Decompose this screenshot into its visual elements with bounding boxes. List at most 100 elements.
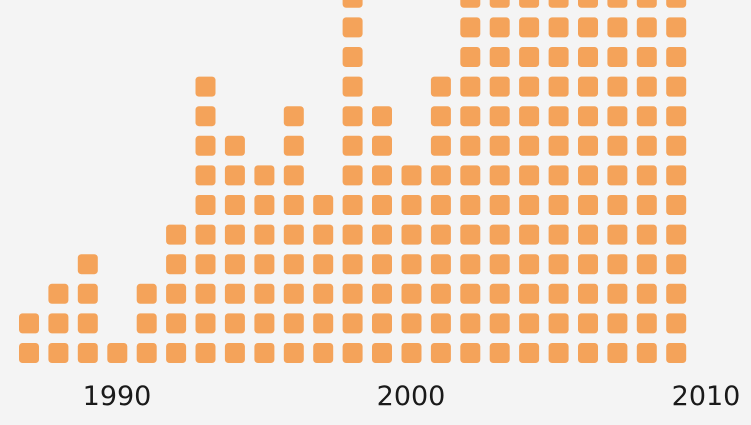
unit-square-2001-3 — [401, 283, 422, 304]
unit-square-2007-3 — [578, 283, 598, 304]
unit-square-2007-8 — [578, 135, 598, 156]
unit-square-2007-11 — [578, 47, 598, 67]
unit-square-2006-8 — [548, 135, 569, 156]
unit-square-2000-3 — [372, 283, 392, 304]
unit-square-2005-8 — [519, 135, 540, 156]
unit-square-2006-7 — [548, 165, 569, 186]
unit-square-2000-5 — [372, 224, 392, 245]
unit-square-2009-4 — [636, 254, 657, 275]
unit-square-1997-7 — [283, 165, 304, 186]
unit-square-2003-8 — [460, 135, 481, 156]
unit-square-2007-12 — [578, 17, 598, 38]
unit-square-1996-6 — [254, 195, 275, 215]
unit-square-2008-1 — [607, 343, 628, 363]
unit-square-2008-3 — [607, 283, 628, 304]
unit-square-2005-9 — [519, 106, 540, 127]
unit-square-2003-3 — [460, 283, 481, 304]
unit-square-1999-13 — [342, 0, 363, 8]
unit-square-2000-2 — [372, 313, 392, 334]
unit-square-1992-2 — [136, 313, 157, 334]
unit-square-2006-6 — [548, 195, 569, 215]
unit-square-2004-9 — [489, 106, 510, 127]
unit-square-1988-1 — [19, 343, 39, 363]
unit-square-1994-9 — [195, 106, 216, 127]
unit-square-2003-7 — [460, 165, 481, 186]
unit-square-2005-1 — [519, 343, 540, 363]
unit-square-1999-1 — [342, 343, 363, 363]
unit-square-1998-5 — [313, 224, 334, 245]
unit-square-2002-3 — [430, 283, 451, 304]
unit-square-2007-4 — [578, 254, 598, 275]
unit-square-1996-7 — [254, 165, 275, 186]
unit-square-2003-11 — [460, 47, 481, 67]
unit-square-2004-3 — [489, 283, 510, 304]
unit-square-2009-2 — [636, 313, 657, 334]
unit-square-2003-4 — [460, 254, 481, 275]
unit-square-2004-13 — [489, 0, 510, 8]
unit-square-2005-13 — [519, 0, 540, 8]
unit-square-2003-10 — [460, 76, 481, 97]
x-tick-label-2010: 2010 — [672, 381, 741, 412]
unit-square-2001-7 — [401, 165, 422, 186]
unit-square-1999-7 — [342, 165, 363, 186]
unit-square-2001-1 — [401, 343, 422, 363]
unit-square-1999-5 — [342, 224, 363, 245]
unit-square-2008-7 — [607, 165, 628, 186]
unit-square-2010-6 — [666, 195, 687, 215]
unit-square-1997-4 — [283, 254, 304, 275]
unit-square-2000-7 — [372, 165, 392, 186]
unit-square-1999-6 — [342, 195, 363, 215]
unit-square-1994-5 — [195, 224, 216, 245]
x-axis-ticks: 1990 2000 2010 — [83, 381, 741, 412]
unit-square-2000-8 — [372, 135, 392, 156]
unit-square-2006-9 — [548, 106, 569, 127]
unit-square-1996-5 — [254, 224, 275, 245]
unit-square-2010-12 — [666, 17, 687, 38]
unit-square-2007-13 — [578, 0, 598, 8]
unit-square-1990-1 — [77, 343, 98, 363]
unit-square-2001-6 — [401, 195, 422, 215]
unit-square-2005-5 — [519, 224, 540, 245]
unit-square-2007-6 — [578, 195, 598, 215]
unit-square-2010-7 — [666, 165, 687, 186]
unit-square-2004-2 — [489, 313, 510, 334]
unit-square-2005-3 — [519, 283, 540, 304]
unit-square-2010-9 — [666, 106, 687, 127]
unit-square-2004-5 — [489, 224, 510, 245]
unit-square-1995-1 — [224, 343, 245, 363]
unit-square-2000-6 — [372, 195, 392, 215]
unit-square-1995-6 — [224, 195, 245, 215]
unit-square-2002-6 — [430, 195, 451, 215]
unit-square-2008-12 — [607, 17, 628, 38]
unit-square-1996-1 — [254, 343, 275, 363]
unit-square-2010-13 — [666, 0, 687, 8]
unit-square-2009-7 — [636, 165, 657, 186]
unit-square-2009-8 — [636, 135, 657, 156]
unit-square-1998-2 — [313, 313, 334, 334]
unit-square-1995-7 — [224, 165, 245, 186]
unit-square-1994-1 — [195, 343, 216, 363]
unit-square-1996-3 — [254, 283, 275, 304]
unit-square-2008-13 — [607, 0, 628, 8]
unit-square-2005-12 — [519, 17, 540, 38]
unit-square-2005-11 — [519, 47, 540, 67]
unit-square-1993-1 — [166, 343, 187, 363]
unit-square-2008-2 — [607, 313, 628, 334]
unit-square-2004-4 — [489, 254, 510, 275]
unit-square-2010-11 — [666, 47, 687, 67]
unit-square-2004-12 — [489, 17, 510, 38]
unit-square-1999-10 — [342, 76, 363, 97]
unit-square-1994-6 — [195, 195, 216, 215]
unit-square-2009-12 — [636, 17, 657, 38]
unit-square-2008-10 — [607, 76, 628, 97]
unit-square-1993-5 — [166, 224, 187, 245]
unit-square-1998-3 — [313, 283, 334, 304]
unit-square-2010-10 — [666, 76, 687, 97]
x-tick-label-2000: 2000 — [377, 381, 446, 412]
unit-square-2007-1 — [578, 343, 598, 363]
unit-square-2003-1 — [460, 343, 481, 363]
unit-square-2009-11 — [636, 47, 657, 67]
unit-square-1994-8 — [195, 135, 216, 156]
unit-square-1999-11 — [342, 47, 363, 67]
